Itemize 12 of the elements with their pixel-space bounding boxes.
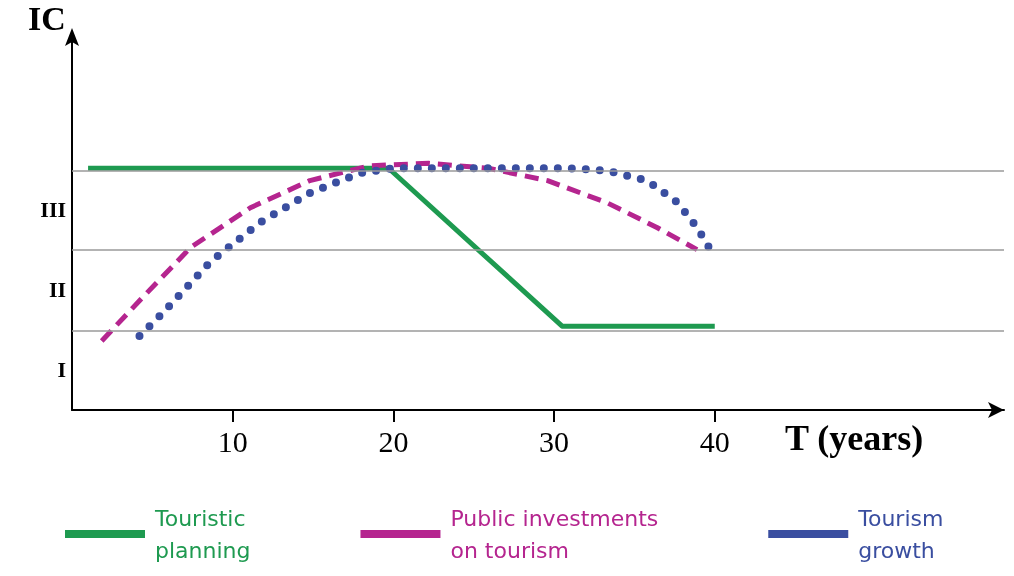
text: II — [48, 276, 66, 302]
x-tick-label: 10 — [217, 424, 248, 458]
y-axis-title: IC — [28, 0, 66, 37]
x-tick-label: 30 — [539, 424, 570, 458]
legend-label: Public investments on tourism — [450, 505, 659, 563]
text: I — [57, 357, 66, 383]
x-tick-label: 20 — [378, 424, 409, 458]
legend-label: Tourism growth — [857, 505, 944, 563]
text: III — [40, 196, 66, 222]
legend-label: Touristic planning — [154, 505, 251, 563]
x-tick-label: 40 — [699, 424, 730, 458]
x-axis-title: T (years) — [785, 418, 924, 458]
